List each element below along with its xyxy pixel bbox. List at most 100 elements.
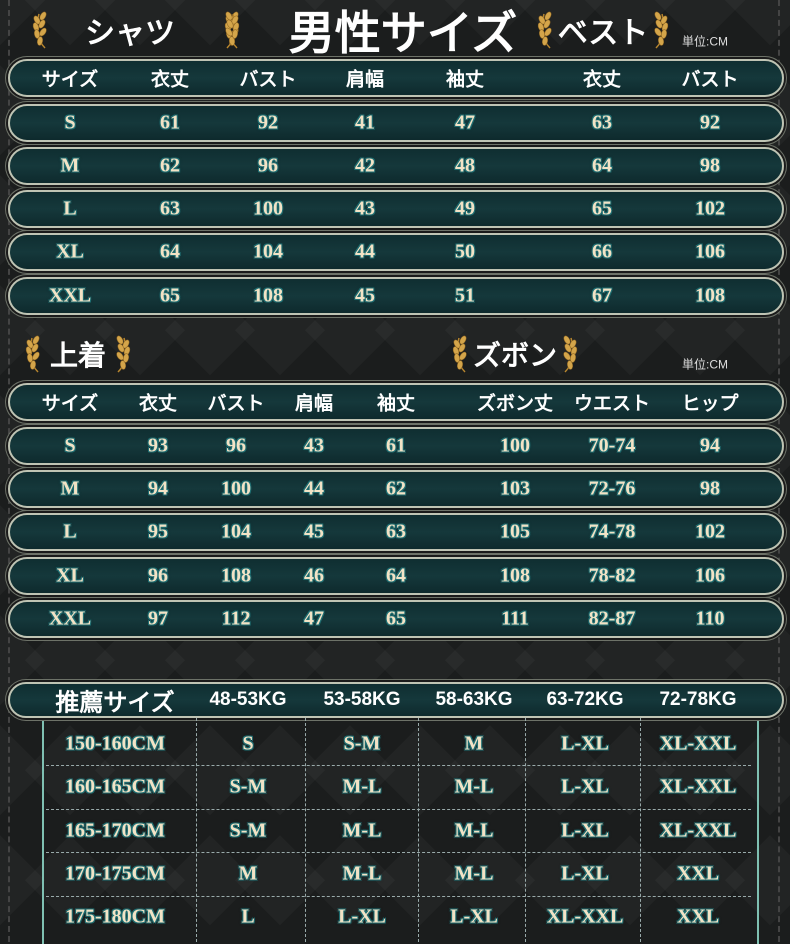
grid-divider: [305, 718, 306, 942]
column-header: 衣丈: [150, 69, 190, 91]
table-cell: 47: [455, 111, 475, 134]
table-cell: 61: [160, 111, 180, 134]
table-cell: S-M: [229, 775, 267, 798]
table-cell: 95: [148, 520, 168, 543]
column-header: 衣丈: [582, 69, 622, 91]
table-cell: 63: [386, 520, 406, 543]
table-cell: S-M: [343, 732, 381, 755]
laurel-left-icon: [32, 11, 47, 49]
table-cell: L-XL: [450, 905, 498, 928]
table-cell: 49: [455, 197, 475, 220]
table-cell: 108: [221, 564, 251, 587]
table-cell: 61: [386, 434, 406, 457]
column-header: 袖丈: [445, 69, 485, 91]
table-cell: 100: [500, 434, 530, 457]
table-cell: L-XL: [561, 732, 609, 755]
table-cell: 51: [455, 284, 475, 307]
row-label: XL: [56, 240, 84, 263]
table-cell: XXL: [676, 905, 720, 928]
table-cell: 64: [386, 564, 406, 587]
laurel-left-icon: [452, 335, 467, 373]
table-cell: 94: [148, 477, 168, 500]
table-cell: 65: [592, 197, 612, 220]
grid-divider: [418, 718, 419, 942]
column-header: 63-72KG: [546, 689, 624, 710]
table-cell: 97: [148, 607, 168, 630]
column-header: バスト: [207, 393, 265, 415]
row-label: 165-170CM: [65, 819, 165, 842]
table-row: [8, 557, 784, 595]
table-cell: L: [241, 905, 255, 928]
table-cell: 106: [695, 240, 725, 263]
table-cell: 62: [386, 477, 406, 500]
column-header: ヒップ: [681, 393, 739, 415]
table-cell: 112: [221, 607, 251, 630]
table-cell: 65: [160, 284, 180, 307]
column-header: ズボン丈: [476, 393, 554, 415]
table-cell: 63: [592, 111, 612, 134]
table-cell: 82-87: [588, 607, 636, 630]
table-cell: M-L: [342, 862, 382, 885]
table-cell: 94: [700, 434, 720, 457]
table-cell: 45: [304, 520, 324, 543]
row-label: S: [64, 111, 76, 134]
row-label: XXL: [48, 607, 92, 630]
grid-divider: [196, 718, 197, 942]
table-cell: 105: [500, 520, 530, 543]
table-cell: 102: [695, 520, 725, 543]
table-cell: 64: [592, 154, 612, 177]
column-header: バスト: [681, 69, 739, 91]
header-band: [8, 682, 784, 718]
pants-title: ズボン: [472, 340, 558, 371]
laurel-left-icon: [537, 11, 552, 49]
table-cell: 46: [304, 564, 324, 587]
table-cell: 100: [221, 477, 251, 500]
row-label: 150-160CM: [65, 732, 165, 755]
table-cell: M-L: [454, 819, 494, 842]
table-cell: XXL: [676, 862, 720, 885]
table-cell: 108: [695, 284, 725, 307]
table-cell: 45: [355, 284, 375, 307]
grid-divider: [640, 718, 641, 942]
column-header: バスト: [239, 69, 297, 91]
table-cell: 62: [160, 154, 180, 177]
unit-label: 単位:CM: [682, 34, 728, 49]
table-cell: 92: [258, 111, 278, 134]
row-label: 170-175CM: [65, 862, 165, 885]
table-cell: 98: [700, 154, 720, 177]
table-cell: 67: [592, 284, 612, 307]
table-cell: 42: [355, 154, 375, 177]
table-row: [8, 147, 784, 185]
table-cell: 63: [160, 197, 180, 220]
table-row: [8, 427, 784, 465]
table-cell: L-XL: [561, 775, 609, 798]
row-label: L: [63, 520, 77, 543]
table-cell: 50: [455, 240, 475, 263]
row-label: M: [60, 154, 80, 177]
laurel-right-icon: [654, 11, 669, 49]
table-cell: 48: [455, 154, 475, 177]
table-cell: 44: [355, 240, 375, 263]
table-row: [8, 277, 784, 315]
frame-right: [778, 0, 782, 942]
grid-divider: [46, 896, 751, 897]
table-cell: XL-XXL: [659, 732, 737, 755]
vest-title: ベスト: [557, 17, 649, 50]
table-cell: M-L: [454, 862, 494, 885]
table-cell: 104: [253, 240, 283, 263]
table-cell: 93: [148, 434, 168, 457]
row-label: XXL: [48, 284, 92, 307]
table-cell: L-XL: [338, 905, 386, 928]
table-row: [8, 513, 784, 551]
row-label: 160-165CM: [65, 775, 165, 798]
table-cell: 72-76: [588, 477, 636, 500]
table-cell: 96: [148, 564, 168, 587]
table-cell: 103: [500, 477, 530, 500]
frame-left: [8, 0, 12, 942]
table-cell: 98: [700, 477, 720, 500]
table-cell: 65: [386, 607, 406, 630]
unit-label: 単位:CM: [682, 357, 728, 372]
table-cell: 64: [160, 240, 180, 263]
table-cell: M: [464, 732, 484, 755]
table-cell: S: [242, 732, 254, 755]
